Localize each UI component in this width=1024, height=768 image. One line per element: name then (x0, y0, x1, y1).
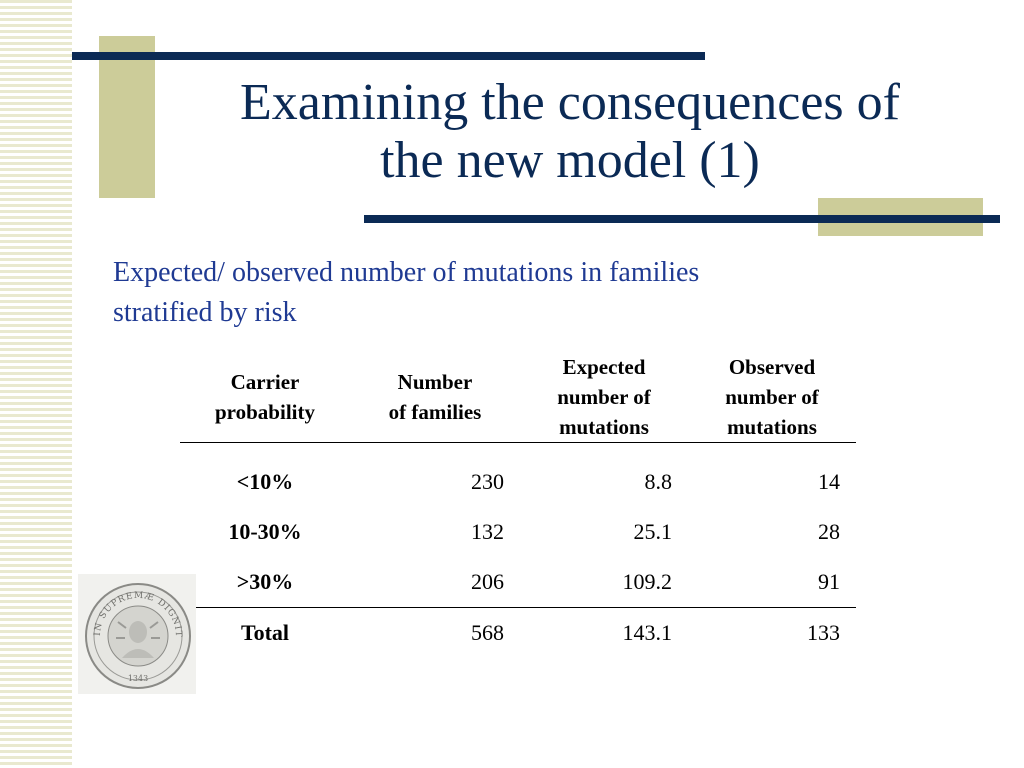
header-text: of families (356, 397, 514, 427)
row-label: <10% (180, 457, 350, 507)
cell-families: 206 (350, 557, 520, 608)
table-total-row: Total 568 143.1 133 (180, 608, 856, 659)
header-text: mutations (526, 412, 682, 442)
total-families: 568 (350, 608, 520, 659)
cell-expected: 8.8 (520, 457, 688, 507)
university-seal: IN SUPREMÆ DIGNITATIS 1343 (78, 574, 196, 694)
header-text: mutations (694, 412, 850, 442)
row-label: 10-30% (180, 507, 350, 557)
cell-observed: 91 (688, 557, 856, 608)
striped-side-band (0, 0, 72, 768)
header-text: Carrier (186, 367, 344, 397)
header-text: number of (526, 382, 682, 412)
table-row: <10% 230 8.8 14 (180, 457, 856, 507)
decorative-olive-block-left (99, 36, 155, 198)
slide-subtitle-line-2: stratified by risk (113, 293, 873, 333)
table-row: 10-30% 132 25.1 28 (180, 507, 856, 557)
total-expected: 143.1 (520, 608, 688, 659)
table-spacer (180, 443, 856, 458)
decorative-navy-line-bottom (364, 215, 1000, 223)
total-label: Total (180, 608, 350, 659)
header-observed-mutations: Observed number of mutations (688, 350, 856, 443)
cell-observed: 28 (688, 507, 856, 557)
cell-expected: 109.2 (520, 557, 688, 608)
header-text: number of (694, 382, 850, 412)
header-text: probability (186, 397, 344, 427)
header-expected-mutations: Expected number of mutations (520, 350, 688, 443)
header-text: Observed (694, 352, 850, 382)
mutations-table: Carrier probability Number of families E… (180, 350, 856, 658)
header-number-of-families: Number of families (350, 350, 520, 443)
row-label: >30% (180, 557, 350, 608)
cell-families: 230 (350, 457, 520, 507)
slide-title-line-1: Examining the consequences of (160, 74, 980, 132)
seal-year: 1343 (128, 674, 148, 683)
slide-title-line-2: the new model (1) (160, 132, 980, 190)
decorative-navy-line-top (72, 52, 705, 60)
header-text: Expected (526, 352, 682, 382)
total-observed: 133 (688, 608, 856, 659)
slide-subtitle-line-1: Expected/ observed number of mutations i… (113, 253, 873, 293)
cell-expected: 25.1 (520, 507, 688, 557)
table-row: >30% 206 109.2 91 (180, 557, 856, 608)
cell-observed: 14 (688, 457, 856, 507)
seal-emblem-icon: IN SUPREMÆ DIGNITATIS 1343 (78, 574, 196, 694)
header-text: Number (356, 367, 514, 397)
slide-subtitle: Expected/ observed number of mutations i… (113, 253, 873, 333)
cell-families: 132 (350, 507, 520, 557)
header-carrier-probability: Carrier probability (180, 350, 350, 443)
slide-title: Examining the consequences of the new mo… (160, 74, 980, 190)
table-header-row: Carrier probability Number of families E… (180, 350, 856, 443)
